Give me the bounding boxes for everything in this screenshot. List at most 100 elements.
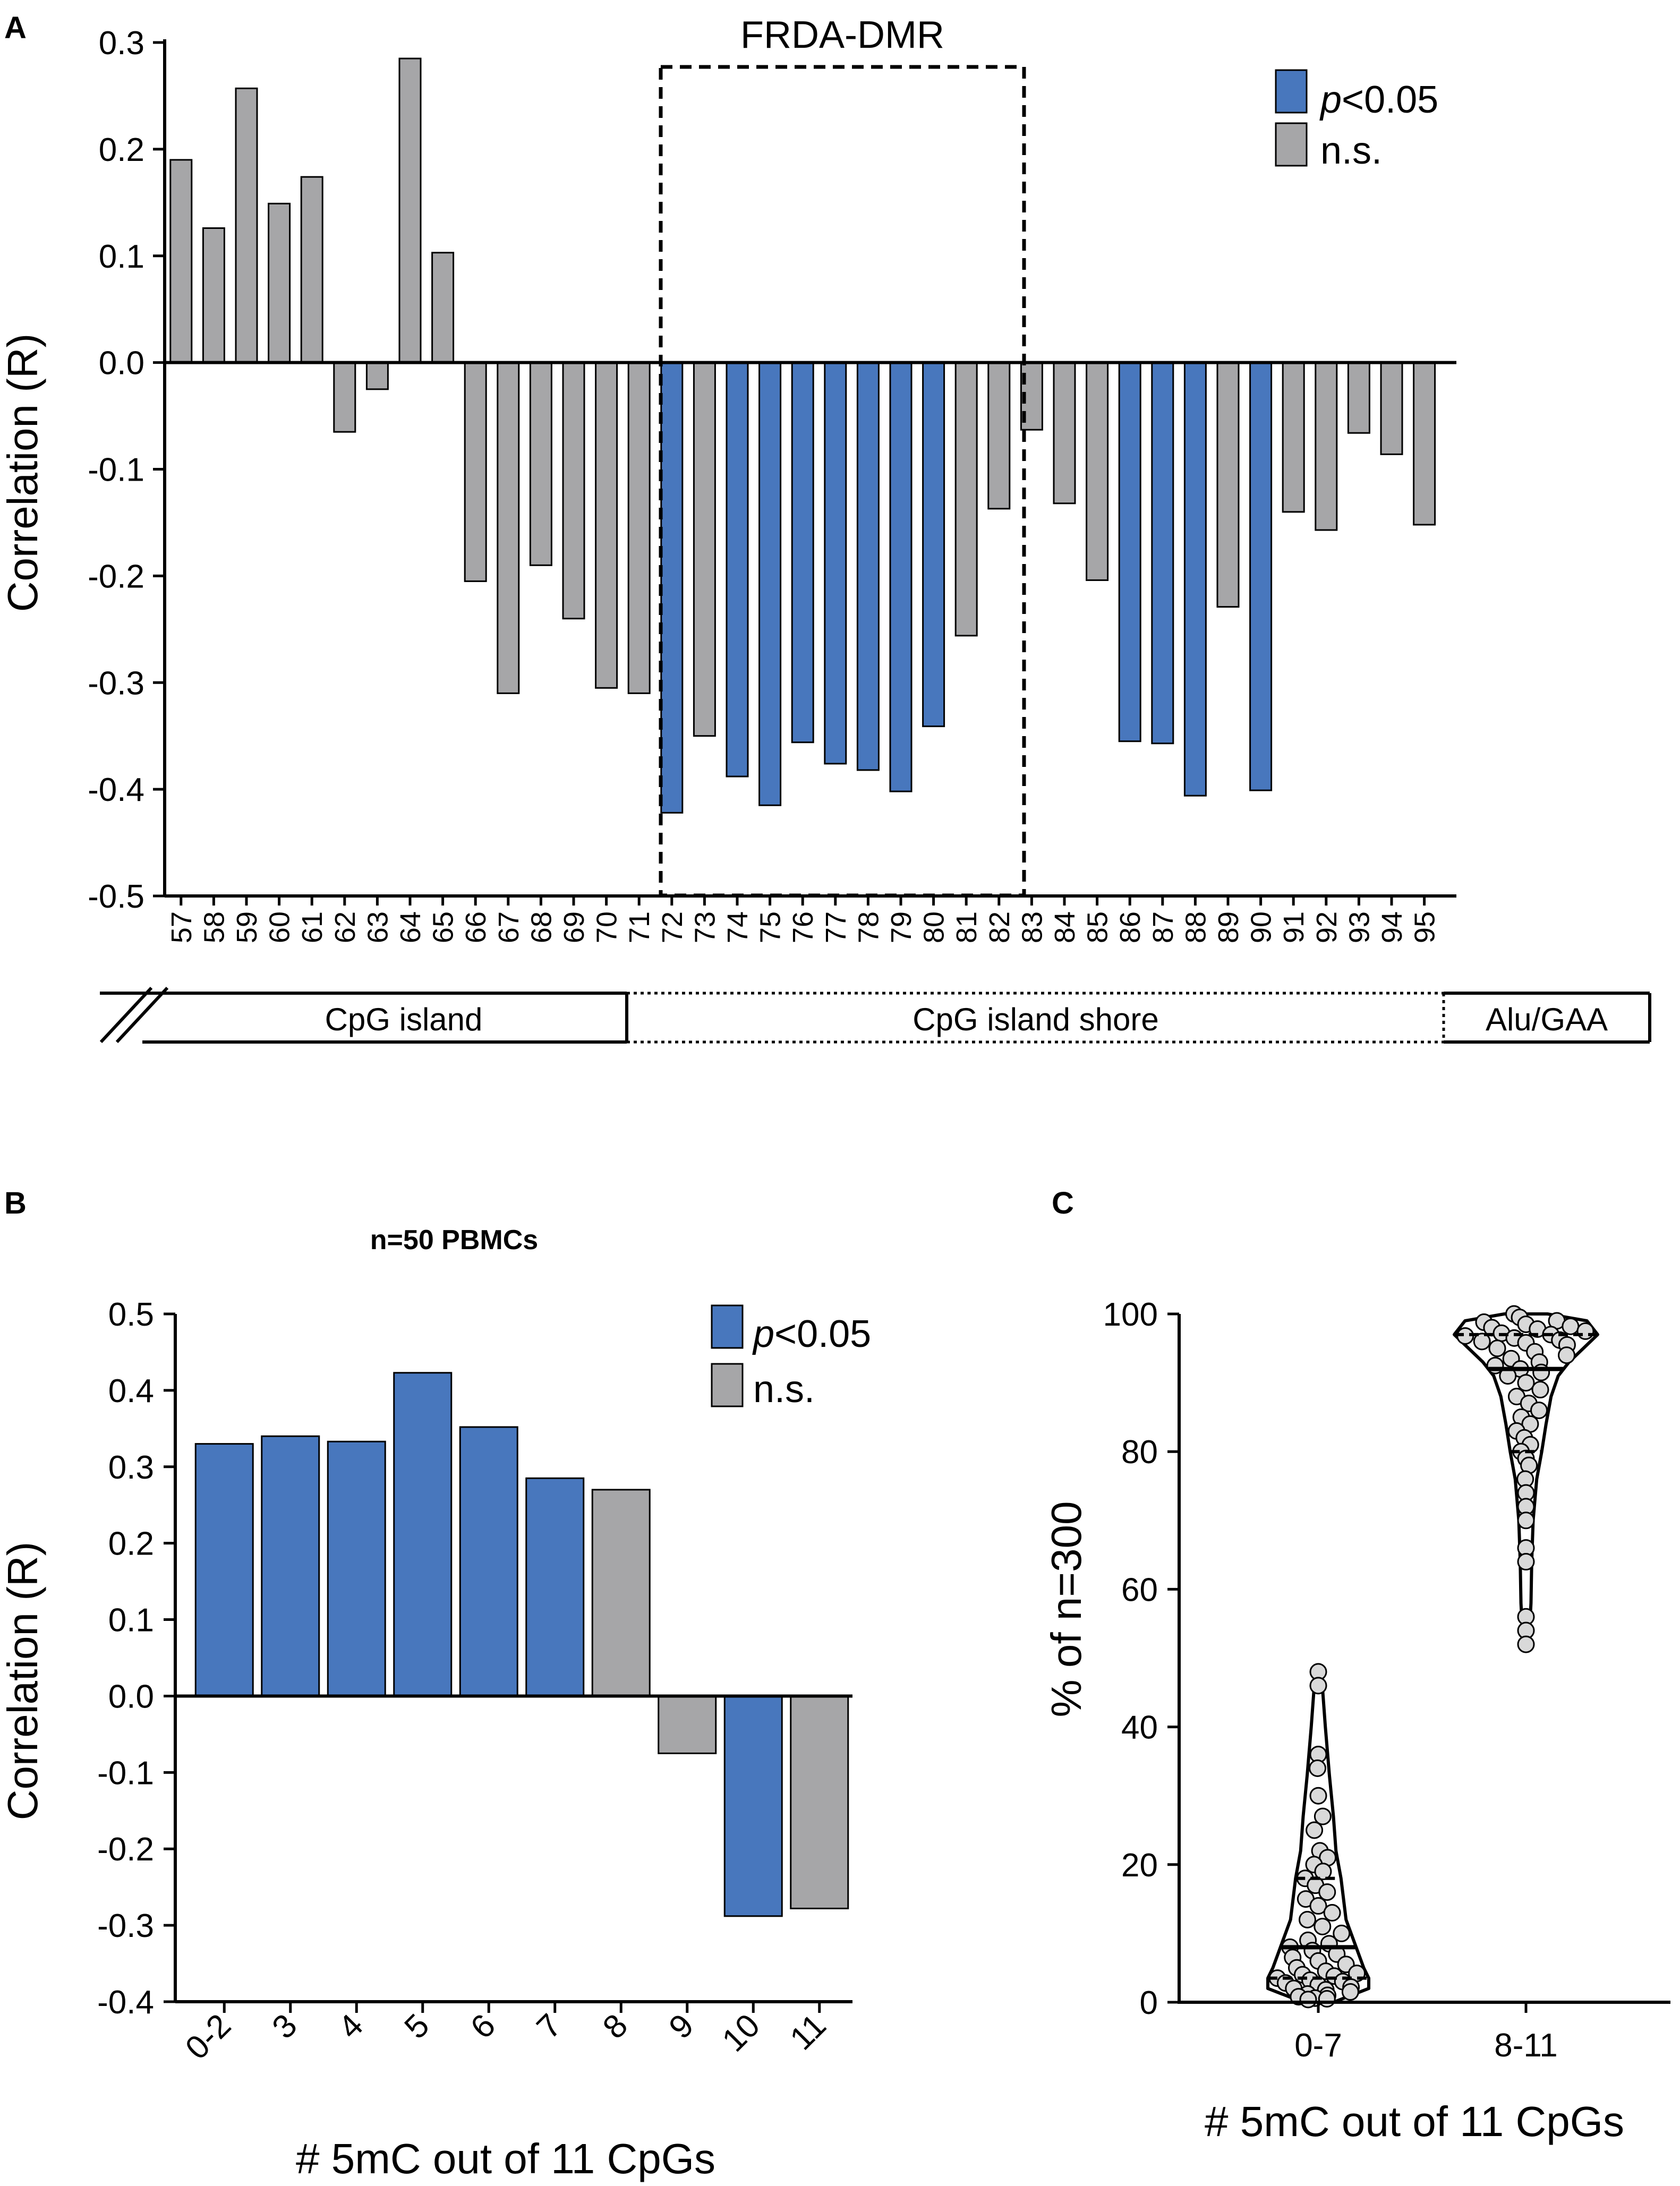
y-tick-label: -0.3 bbox=[97, 1908, 154, 1944]
x-tick-label: 81 bbox=[951, 911, 983, 943]
data-point bbox=[1488, 1339, 1506, 1357]
x-tick-label: 77 bbox=[820, 911, 852, 943]
x-tick-label: 65 bbox=[428, 911, 459, 943]
bar-cpg-76 bbox=[791, 362, 814, 744]
region-alu-gaa: Alu/GAA bbox=[1486, 1002, 1608, 1037]
data-point bbox=[1323, 1904, 1341, 1922]
x-tick-label: 67 bbox=[493, 911, 525, 943]
x-tick-label: 76 bbox=[787, 911, 819, 943]
bar-cpg-80 bbox=[922, 362, 945, 728]
data-point bbox=[1309, 1677, 1327, 1695]
x-tick-label: 93 bbox=[1343, 911, 1375, 943]
y-tick-label: 0.1 bbox=[99, 238, 144, 275]
bar-5 bbox=[393, 1372, 453, 1697]
y-tick-label: -0.5 bbox=[88, 878, 144, 915]
x-tick-label: 8 bbox=[596, 2007, 635, 2046]
x-tick-label: 75 bbox=[755, 911, 787, 943]
bar-cpg-77 bbox=[824, 362, 847, 765]
data-point bbox=[1531, 1381, 1549, 1399]
bar-7 bbox=[525, 1477, 585, 1697]
bar-cpg-79 bbox=[889, 362, 913, 792]
data-point bbox=[1309, 1759, 1327, 1777]
y-tick-label: 0.3 bbox=[108, 1449, 154, 1486]
legend-b-ns-swatch bbox=[711, 1363, 744, 1407]
bar-cpg-93 bbox=[1347, 362, 1370, 434]
bar-cpg-71 bbox=[627, 362, 651, 694]
y-tick-label: -0.1 bbox=[88, 452, 144, 489]
y-tick-label: -0.2 bbox=[88, 558, 144, 595]
data-point bbox=[1314, 1863, 1332, 1881]
panel-c: C % of n=300 0 20 40 60 80 100 0-7 8-11 # 5mC … bbox=[1043, 1186, 1670, 2145]
panel-b-x-ticks: 0-2 3 4 5 6 7 8 9 10 11 bbox=[178, 2002, 833, 2067]
data-point bbox=[1314, 1807, 1332, 1825]
x-tick-label: 8-11 bbox=[1494, 2027, 1558, 2064]
x-tick-label: 84 bbox=[1049, 911, 1081, 943]
x-tick-label: 83 bbox=[1016, 911, 1048, 943]
bar-cpg-62 bbox=[333, 362, 356, 433]
data-point bbox=[1473, 1333, 1491, 1351]
bar-cpg-70 bbox=[595, 362, 618, 689]
y-tick-label: 0.5 bbox=[108, 1296, 154, 1333]
x-tick-label: 59 bbox=[231, 911, 263, 943]
x-tick-label: 62 bbox=[329, 911, 361, 943]
panel-c-x-ticks: 0-7 8-11 bbox=[1294, 2002, 1558, 2064]
x-tick-label: 61 bbox=[296, 911, 328, 943]
panel-a-y-axis-label: Correlation (R) bbox=[0, 334, 46, 612]
y-tick-label: 60 bbox=[1121, 1572, 1158, 1608]
x-tick-label: 94 bbox=[1376, 911, 1408, 943]
y-tick-label: 0.2 bbox=[108, 1526, 154, 1562]
bar-cpg-85 bbox=[1086, 362, 1109, 581]
legend-a-sig-label: p<0.05 bbox=[1319, 79, 1438, 121]
x-tick-label: 72 bbox=[656, 911, 688, 943]
x-tick-label: 79 bbox=[885, 911, 917, 943]
legend-b-ns-label: n.s. bbox=[753, 1368, 815, 1411]
data-point bbox=[1314, 1917, 1332, 1935]
bar-3 bbox=[261, 1435, 320, 1697]
legend-a-ns-label: n.s. bbox=[1320, 130, 1382, 172]
x-tick-label: 95 bbox=[1409, 911, 1441, 943]
panel-b: B n=50 PBMCs Correlation (R) 0.50.40.30.… bbox=[0, 1186, 871, 2182]
bar-cpg-65 bbox=[431, 252, 455, 364]
data-point bbox=[1517, 1553, 1535, 1571]
bar-cpg-59 bbox=[235, 87, 258, 364]
y-tick-label: 0.0 bbox=[99, 345, 144, 382]
x-tick-label: 0-7 bbox=[1294, 2027, 1342, 2064]
y-tick-label: 80 bbox=[1121, 1434, 1158, 1471]
bar-10 bbox=[723, 1695, 783, 1917]
bar-cpg-61 bbox=[300, 176, 323, 364]
bar-cpg-67 bbox=[497, 362, 520, 694]
x-tick-label: 6 bbox=[464, 2007, 502, 2046]
data-point bbox=[1318, 1883, 1336, 1901]
bar-cpg-57 bbox=[169, 159, 193, 364]
panel-a-y-ticks: 0.3 0.2 0.1 0.0 -0.1 -0.2 -0.3 -0.4 -0.5 bbox=[88, 25, 165, 915]
legend-b-sig-label: p<0.05 bbox=[752, 1313, 871, 1355]
y-tick-label: 0.0 bbox=[108, 1678, 154, 1715]
y-tick-label: 0.1 bbox=[108, 1602, 154, 1639]
break-mark bbox=[99, 986, 153, 1044]
bar-cpg-73 bbox=[693, 362, 716, 737]
panel-c-violins bbox=[1266, 1305, 1599, 2009]
bar-cpg-68 bbox=[529, 362, 552, 566]
bar-cpg-74 bbox=[726, 362, 749, 778]
bar-cpg-58 bbox=[202, 227, 225, 364]
bar-cpg-95 bbox=[1413, 362, 1436, 526]
y-tick-label: 100 bbox=[1103, 1296, 1158, 1333]
bar-cpg-60 bbox=[268, 202, 291, 364]
panel-c-y-axis-label: % of n=300 bbox=[1043, 1501, 1090, 1718]
data-point bbox=[1576, 1322, 1594, 1340]
frda-dmr-label: FRDA-DMR bbox=[740, 14, 944, 56]
x-tick-label: 70 bbox=[591, 911, 623, 943]
x-tick-label: 9 bbox=[662, 2007, 701, 2046]
data-point bbox=[1333, 1924, 1351, 1942]
bar-11 bbox=[790, 1695, 849, 1909]
region-track: CpG island CpG island shore Alu/GAA bbox=[99, 986, 1651, 1044]
x-tick-label: 73 bbox=[689, 911, 721, 943]
y-tick-label: -0.1 bbox=[97, 1755, 154, 1791]
data-point bbox=[1341, 1983, 1359, 2001]
x-tick-label: 11 bbox=[783, 2007, 833, 2057]
bar-cpg-92 bbox=[1315, 362, 1338, 531]
x-tick-label: 82 bbox=[984, 911, 1016, 943]
data-point bbox=[1306, 1821, 1324, 1839]
data-point bbox=[1298, 1910, 1316, 1928]
